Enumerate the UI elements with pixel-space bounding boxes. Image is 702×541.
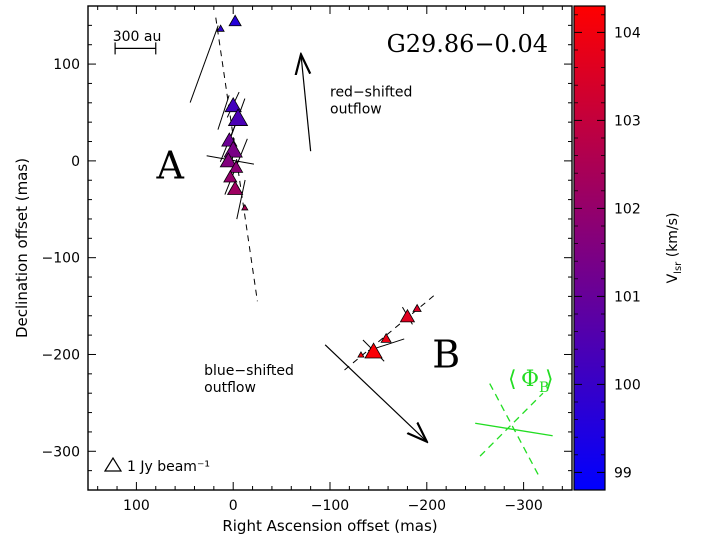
colorbar-tick-label: 103: [614, 113, 641, 129]
maser-triangle: [399, 308, 416, 323]
maser-triangle: [412, 303, 422, 312]
red-shifted-arrow: [301, 54, 311, 152]
maser-triangle: [241, 203, 249, 211]
blue-outflow-label-line2: outflow: [204, 380, 256, 396]
phi-b-dashed-line: [489, 383, 539, 475]
maser-triangle: [216, 24, 225, 32]
maser-triangle: [357, 351, 365, 358]
polarization-vector: [189, 25, 219, 103]
y-tick-label: −300: [42, 444, 80, 460]
y-tick-label: 100: [53, 57, 80, 73]
x-tick-label: −300: [504, 498, 542, 514]
plot-frame: [87, 5, 573, 491]
x-tick-label: 0: [229, 498, 238, 514]
legend-triangle: 1 Jy beam⁻¹: [103, 456, 210, 475]
x-tick-label: 100: [123, 498, 150, 514]
scale-bar-label: 300 au: [113, 29, 162, 45]
dashed-fit-line: [344, 293, 437, 371]
maser-triangle: [380, 332, 392, 343]
colorbar: [573, 5, 606, 491]
dashed-fit-lines: [215, 17, 437, 371]
maser-triangle: [228, 160, 244, 173]
colorbar-tick-label: 102: [614, 201, 641, 217]
region-label-a: A: [156, 144, 185, 188]
y-tick-label: −200: [42, 347, 80, 363]
maser-triangle: [226, 180, 244, 195]
maser-markers: [216, 14, 422, 359]
y-tick-label: −100: [42, 251, 80, 267]
legend-triangle-label: 1 Jy beam⁻¹: [127, 459, 210, 475]
red-outflow-label-line2: outflow: [330, 101, 382, 117]
dashed-fit-line: [215, 17, 258, 302]
colorbar-label: Vlsr (km/s): [665, 213, 684, 284]
phi-b-lines: [475, 383, 553, 475]
phi-b-label: ⟨ ΦB ⟩: [508, 367, 554, 396]
polarization-vector: [236, 179, 246, 220]
phi-b-bracket-left: ⟨: [508, 367, 517, 392]
region-label-b: B: [432, 332, 460, 376]
outflow-arrows: [301, 54, 427, 441]
maser-triangle: [219, 152, 238, 168]
maser-triangle: [227, 108, 249, 126]
blue-outflow-label-line1: blue−shifted: [204, 363, 294, 379]
colorbar-ticks: 99 100 101 102 103 104: [574, 14, 641, 481]
blue-shifted-arrow: [324, 344, 427, 442]
scale-bar: [114, 42, 157, 55]
x-axis-label: Right Ascension offset (mas): [222, 517, 437, 535]
colorbar-tick-label: 99: [614, 465, 632, 481]
x-tick-label: −200: [408, 498, 446, 514]
y-axis-label: Declination offset (mas): [13, 158, 31, 338]
chart-title: G29.86−0.04: [387, 30, 548, 58]
colorbar-tick-label: 100: [614, 377, 641, 393]
maser-triangle: [223, 169, 238, 183]
maser-triangle: [228, 14, 242, 27]
polarization-vectors: [189, 25, 413, 362]
legend-triangle-icon: [103, 456, 123, 472]
colorbar-tick-label: 101: [614, 289, 641, 305]
axis-ticks: 100 0 −100 −200 −300 100 0 −100 −200 −300: [42, 6, 572, 514]
phi-b-symbol: ΦB: [521, 367, 549, 396]
colorbar-tick-label: 104: [614, 25, 641, 41]
red-outflow-label-line1: red−shifted: [330, 84, 412, 100]
y-tick-label: 0: [71, 154, 80, 170]
polarization-vector: [217, 95, 230, 130]
x-tick-label: −100: [311, 498, 349, 514]
maser-triangle: [364, 342, 383, 359]
phi-b-bracket-right: ⟩: [545, 367, 554, 392]
phi-b-dashed-line: [479, 392, 544, 457]
maser-triangle: [224, 96, 242, 113]
